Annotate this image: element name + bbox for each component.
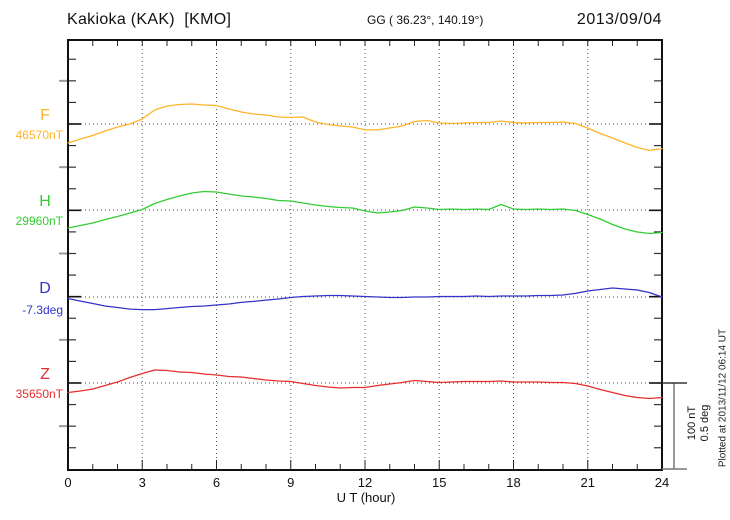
x-tick-label: 15 [432, 475, 446, 490]
plot-frame [67, 39, 663, 471]
x-tick-label: 0 [64, 475, 71, 490]
trace-D [67, 287, 663, 311]
scale-bar-label-nt: 100 nT [686, 405, 698, 441]
x-tick-label: 24 [655, 475, 669, 490]
scale-bar-label-deg: 0.5 deg [699, 404, 711, 442]
x-tick-label: 18 [506, 475, 520, 490]
component-value-Z: 35650nT [15, 387, 63, 401]
component-value-H: 29960nT [15, 214, 63, 228]
component-letter-F: F [40, 107, 50, 124]
x-tick-label: 21 [581, 475, 595, 490]
component-letter-H: H [39, 193, 51, 210]
trace-H [67, 190, 663, 235]
scale-bar-label: 100 nT 0.5 deg [686, 405, 712, 442]
plotted-at-note: Plotted at 2013/11/12 06:14 UT [717, 328, 729, 468]
component-letter-D: D [39, 280, 51, 297]
x-tick-label: 6 [213, 475, 220, 490]
x-axis-title: U T (hour) [336, 490, 396, 505]
x-tick-label: 3 [139, 475, 146, 490]
geographic-coordinates: GG ( 36.23°, 140.19°) [367, 13, 484, 27]
trace-F [67, 103, 663, 152]
trace-Z [67, 369, 663, 400]
x-tick-label: 12 [358, 475, 372, 490]
component-value-D: -7.3deg [22, 303, 63, 317]
page-title: Kakioka (KAK) [KMO] [67, 11, 232, 28]
component-letter-Z: Z [40, 366, 50, 383]
x-tick-label: 9 [287, 475, 294, 490]
component-value-F: 46570nT [15, 128, 63, 142]
plot-date: 2013/09/04 [576, 11, 662, 28]
